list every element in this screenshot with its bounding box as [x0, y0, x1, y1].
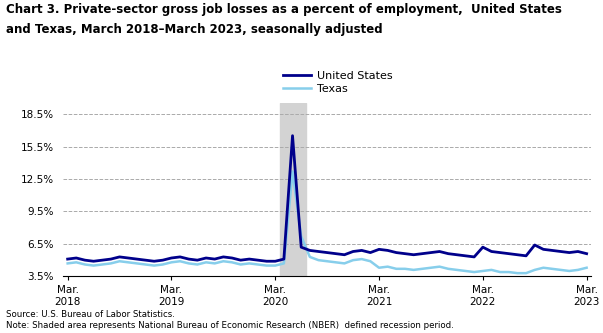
- Legend: United States, Texas: United States, Texas: [283, 71, 392, 94]
- Text: Source: U.S. Bureau of Labor Statistics.
Note: Shaded area represents National B: Source: U.S. Bureau of Labor Statistics.…: [6, 310, 454, 330]
- Text: Chart 3. Private-sector gross job losses as a percent of employment,  United Sta: Chart 3. Private-sector gross job losses…: [6, 3, 562, 16]
- Text: and Texas, March 2018–March 2023, seasonally adjusted: and Texas, March 2018–March 2023, season…: [6, 23, 383, 36]
- Bar: [280, 103, 306, 276]
